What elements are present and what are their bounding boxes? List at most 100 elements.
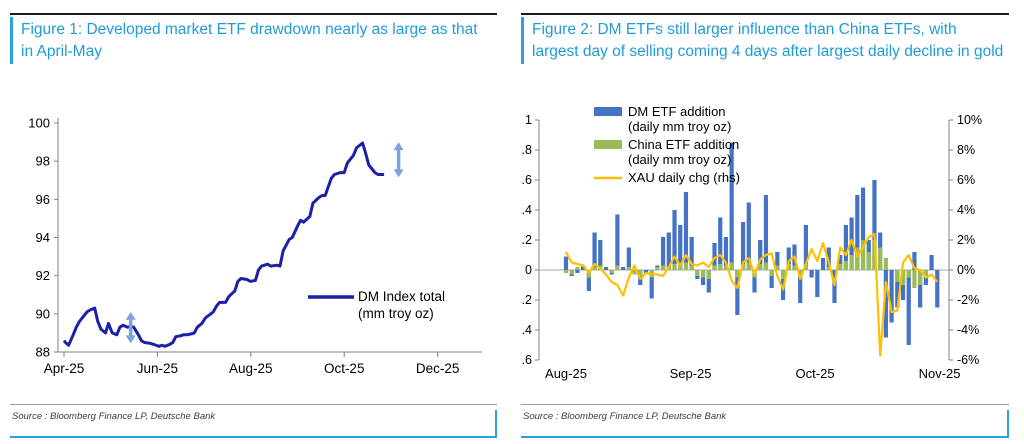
china-bar — [883, 258, 888, 270]
china-bar — [706, 270, 711, 279]
figure1-x-tick-label: Apr-25 — [44, 361, 85, 376]
china-bar — [769, 270, 774, 276]
dm-bar — [666, 232, 671, 270]
double-arrow-annotation — [393, 142, 404, 178]
china-bar — [763, 262, 769, 270]
dm-bar — [649, 270, 654, 299]
dm-bar — [855, 195, 860, 270]
dm-bar — [740, 222, 746, 270]
china-bar — [575, 267, 580, 270]
china-bar — [563, 270, 569, 273]
dm-bar — [735, 270, 740, 315]
china-bar — [780, 270, 786, 279]
figure1-y-tick-label: 88 — [36, 345, 50, 360]
dm-bar — [678, 225, 683, 270]
dm-bar — [706, 270, 711, 293]
dm-bar — [906, 270, 911, 345]
china-bar — [758, 264, 763, 270]
figure2-legend-label: XAU daily chg (rhs) — [628, 170, 740, 185]
china-bar — [712, 265, 717, 270]
figure2-right-tick-label: 0% — [957, 263, 975, 277]
dm-bar — [763, 195, 769, 270]
figure2-bar-chart-svg: 1 0.8 0.6 0.4 0.2 0 -0.2 -0.4 -0.6 10% 8% 6% 4% 2% 0% -… — [510, 104, 982, 381]
figure1-x-tick-label: Oct-25 — [324, 361, 365, 376]
figure2-panel: Figure 2: DM ETFs still larger influence… — [510, 8, 1009, 438]
figure1-bottom-rule — [10, 436, 497, 438]
china-bar — [843, 261, 848, 270]
figure2-xau-line — [565, 232, 939, 357]
china-bar — [689, 265, 694, 270]
figure2-x-tick-label: Aug-25 — [545, 366, 587, 381]
china-bar — [695, 270, 700, 276]
dm-bar — [672, 210, 677, 270]
dm-bar — [689, 237, 694, 270]
china-bar — [786, 264, 791, 270]
dm-bar — [815, 270, 820, 297]
dm-bar — [889, 270, 894, 323]
china-bar — [609, 270, 614, 273]
china-bar — [849, 255, 854, 270]
figure1-legend: DM Index total (mm troy oz) — [308, 289, 445, 321]
china-bar — [683, 262, 689, 270]
dm-bar — [581, 265, 586, 270]
figure1-source-divider — [10, 404, 497, 405]
figure1-dm-index-line — [62, 141, 385, 348]
figure2-title: Figure 2: DM ETFs still larger influence… — [521, 17, 1009, 65]
dm-bar — [935, 270, 940, 308]
china-bar — [661, 265, 666, 270]
dm-bar — [775, 252, 780, 270]
figure1-x-tick-label: Dec-25 — [416, 361, 460, 376]
figure1-top-rule — [10, 13, 497, 15]
figure2-right-tick-label: 2% — [957, 233, 975, 247]
figure2-right-tick-label: -4% — [957, 323, 979, 337]
figure1-source: Source : Bloomberg Finance LP, Deutsche … — [12, 411, 216, 422]
figure1-y-tick-label: 96 — [36, 192, 50, 207]
china-bar — [569, 270, 574, 275]
figure1-chart: 100 98 96 94 92 90 88 Apr-25 Jun-25 Aug-25 Oct-25 D… — [10, 100, 497, 402]
figure2-x-tick-label: Sep-25 — [670, 366, 712, 381]
figure1-y-tick-label: 90 — [36, 306, 50, 321]
china-bar — [826, 267, 831, 270]
figure1-y-tick-label: 98 — [36, 154, 50, 169]
dm-bar — [752, 270, 757, 293]
dm-bar — [712, 243, 717, 270]
figure2-corner-rule — [1007, 410, 1009, 436]
dm-bar — [626, 247, 631, 270]
figure2-right-tick-label: 10% — [957, 113, 982, 127]
dm-bar — [809, 270, 814, 278]
china-bar — [912, 270, 917, 288]
dm-bar — [838, 255, 843, 270]
dm-bar — [832, 270, 837, 303]
figure2-legend: DM ETF addition(daily mm troy oz)China E… — [594, 104, 740, 185]
china-bar — [838, 264, 843, 270]
figure2-left-tick-label: -0.6 — [521, 353, 532, 367]
figure1-title: Figure 1: Developed market ETF drawdown … — [10, 17, 497, 65]
dm-bar — [769, 270, 774, 288]
dm-bar — [615, 214, 620, 270]
china-bar — [729, 262, 734, 270]
china-bar — [746, 262, 751, 270]
china-bar — [775, 265, 780, 270]
dm-bar — [683, 192, 689, 270]
dm-bar — [872, 180, 877, 270]
figure1-x-tick-label: Jun-25 — [137, 361, 178, 376]
figure1-corner-rule — [495, 410, 497, 436]
dm-bar — [758, 240, 763, 270]
china-bar — [792, 265, 797, 270]
figure2-legend-label: (daily mm troy oz) — [628, 152, 731, 167]
china-bar — [638, 270, 643, 276]
dm-bar — [592, 232, 597, 270]
dm-bar — [603, 267, 609, 270]
china-bar — [723, 265, 729, 270]
dm-bar — [895, 270, 900, 308]
dm-bar — [729, 142, 734, 270]
figure2-china-bars — [563, 240, 928, 288]
dm-bar — [746, 202, 751, 270]
dm-bar — [860, 187, 866, 270]
china-bar — [918, 270, 923, 285]
china-bar — [895, 270, 900, 282]
dm-bar — [598, 240, 603, 270]
china-bar — [700, 270, 706, 278]
dm-bar — [661, 237, 666, 270]
